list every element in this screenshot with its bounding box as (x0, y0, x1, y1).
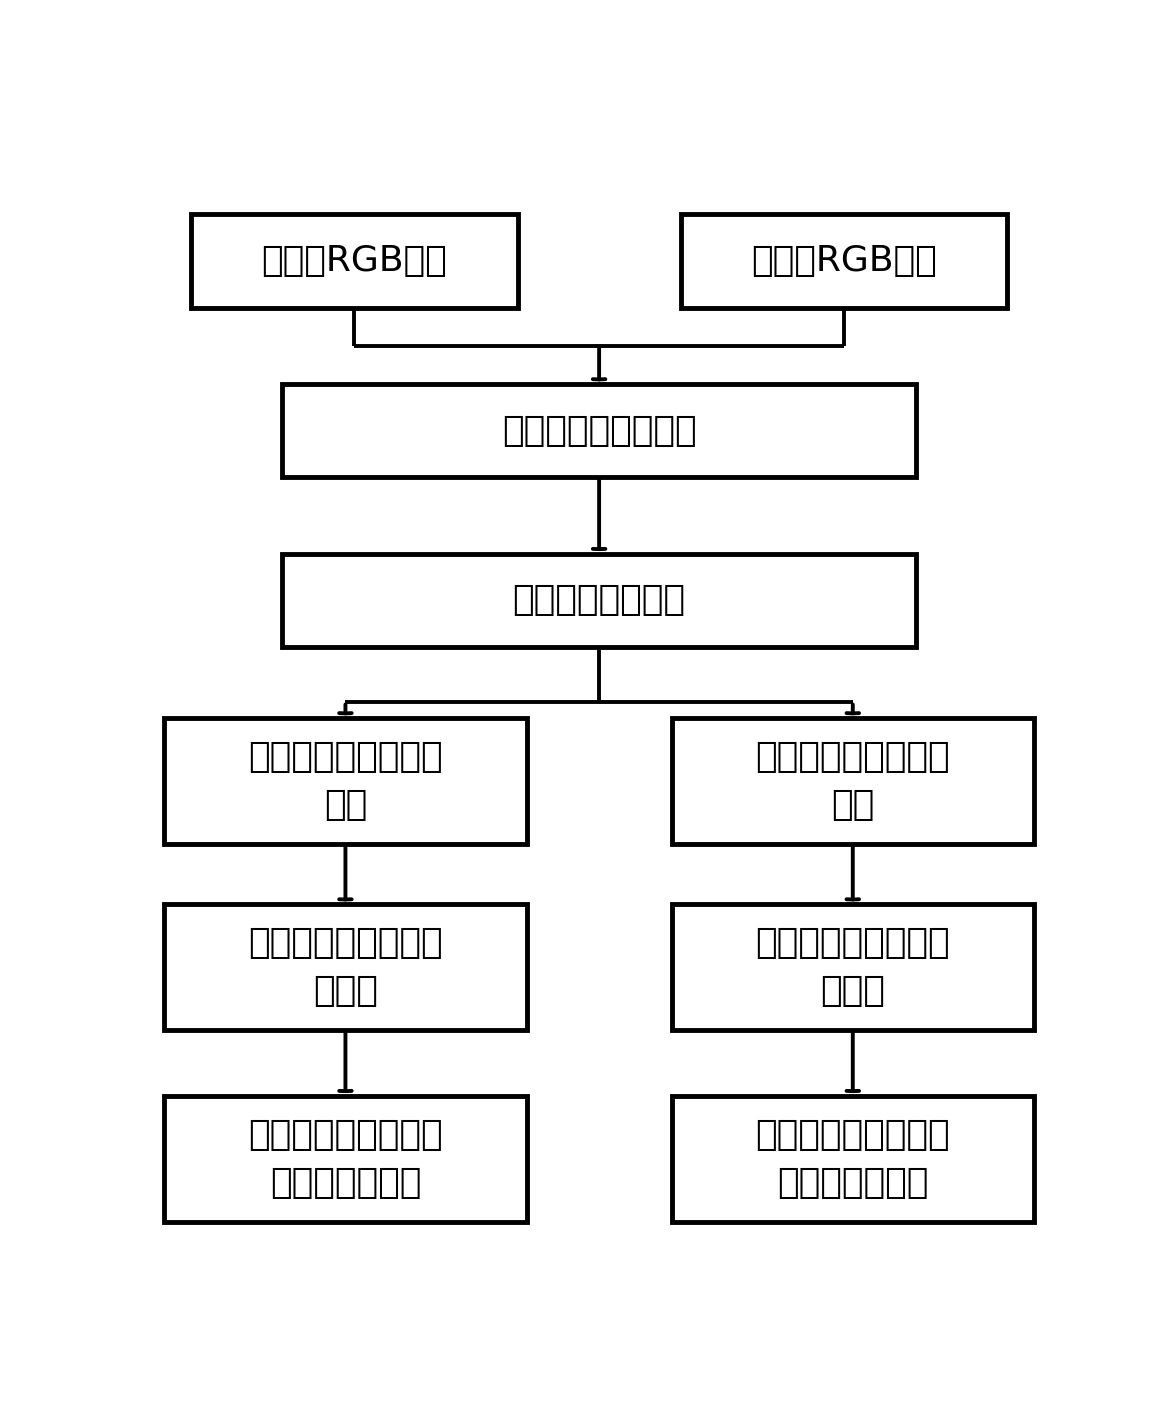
FancyBboxPatch shape (680, 215, 1007, 307)
Text: 基于误差模型的线特
征筛选: 基于误差模型的线特 征筛选 (755, 927, 950, 1008)
FancyBboxPatch shape (164, 718, 527, 845)
Text: 基于误差模型的点特
征筛选: 基于误差模型的点特 征筛选 (248, 927, 443, 1008)
Text: 点特征误差传递模型
推算: 点特征误差传递模型 推算 (248, 741, 443, 822)
FancyBboxPatch shape (164, 904, 527, 1030)
FancyBboxPatch shape (671, 718, 1035, 845)
Text: 异常点线特征去除: 异常点线特征去除 (513, 583, 685, 617)
FancyBboxPatch shape (192, 215, 518, 307)
FancyBboxPatch shape (282, 384, 916, 478)
Text: 基于特征空间均匀分
布的点特征筛选: 基于特征空间均匀分 布的点特征筛选 (248, 1118, 443, 1200)
Text: 基于特征空间均匀分
布的线特征筛选: 基于特征空间均匀分 布的线特征筛选 (755, 1118, 950, 1200)
Text: 后一帧RGB图像: 后一帧RGB图像 (750, 245, 936, 277)
Text: 点线特征提取与匹配: 点线特征提取与匹配 (502, 414, 697, 448)
FancyBboxPatch shape (164, 1096, 527, 1221)
FancyBboxPatch shape (282, 555, 916, 647)
FancyBboxPatch shape (671, 904, 1035, 1030)
Text: 前一帧RGB图像: 前一帧RGB图像 (262, 245, 448, 277)
FancyBboxPatch shape (671, 1096, 1035, 1221)
Text: 线特征误差传递模型
推算: 线特征误差传递模型 推算 (755, 741, 950, 822)
